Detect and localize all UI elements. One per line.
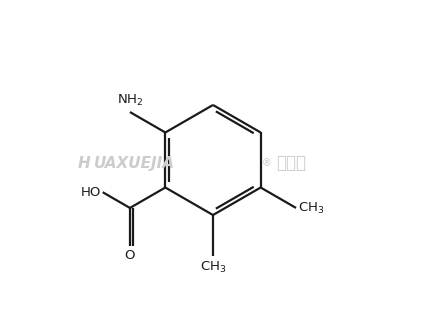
Text: ®: ® [262,158,271,168]
Text: H: H [78,156,91,171]
Text: CH$_3$: CH$_3$ [200,260,226,275]
Text: UAXUEJIA: UAXUEJIA [94,156,175,171]
Text: NH$_2$: NH$_2$ [117,93,143,108]
Text: HO: HO [81,186,101,199]
Text: CH$_3$: CH$_3$ [298,200,324,215]
Text: O: O [125,250,135,262]
Text: 化学加: 化学加 [276,154,306,172]
